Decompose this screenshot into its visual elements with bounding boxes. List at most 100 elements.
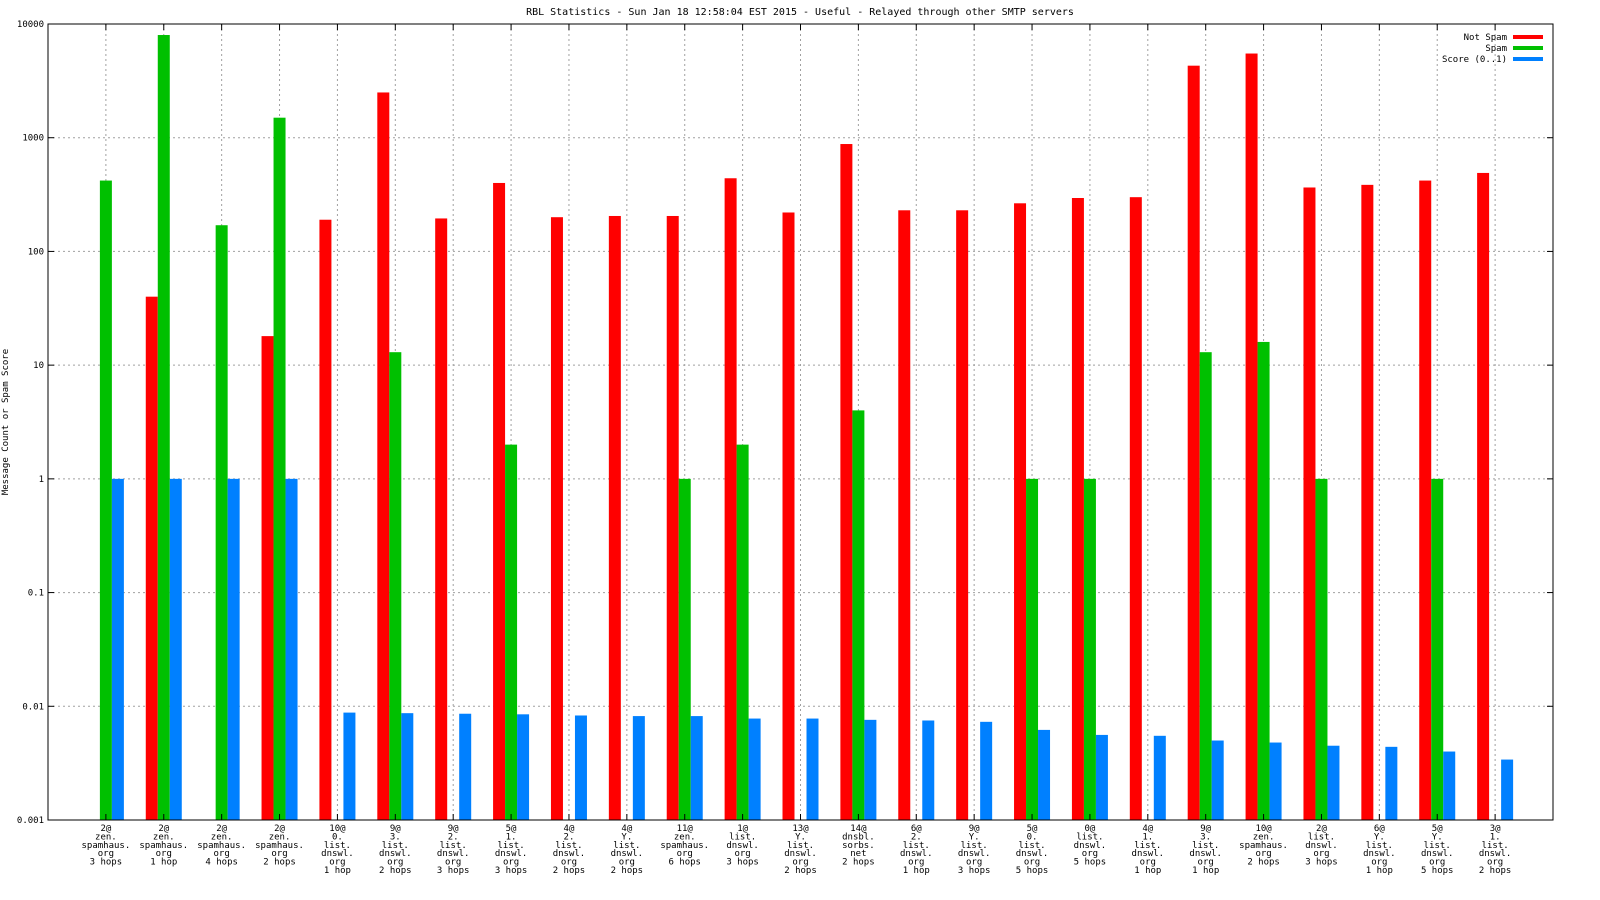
- x-tick-label-line: 3.: [1200, 832, 1211, 842]
- x-tick-label-line: 3.: [390, 832, 401, 842]
- x-tick-label-line: zen.: [674, 832, 696, 842]
- x-tick-label-line: 2 hops: [379, 866, 412, 876]
- x-tick-label-line: Y.: [621, 832, 632, 842]
- x-tick-label-line: list.: [903, 841, 930, 851]
- bar-spam: [678, 478, 691, 820]
- bar-not-spam: [435, 218, 448, 820]
- x-tick-label-line: list.: [324, 841, 351, 851]
- x-tick-label: 1@ list. dnswl. org 3 hops: [726, 824, 759, 868]
- x-tick-label-line: org: [214, 849, 230, 859]
- bar-score-0-1: [285, 478, 298, 820]
- x-tick-label: 10@ 0. list. dnswl. org 1 hop: [321, 824, 354, 876]
- x-tick-label-line: zen.: [153, 832, 175, 842]
- x-tick-label-line: spamhaus.: [139, 841, 188, 851]
- bar-spam: [505, 444, 518, 820]
- x-tick-label-line: dnswl.: [1132, 849, 1165, 859]
- bar-spam: [736, 444, 749, 820]
- x-tick-label-line: spamhaus.: [197, 841, 246, 851]
- bar-score-0-1: [1095, 734, 1108, 820]
- x-tick-label-line: 3 hops: [495, 866, 528, 876]
- x-tick-label-line: Y.: [969, 832, 980, 842]
- x-tick-label-line: 3 hops: [958, 866, 991, 876]
- x-tick-label-line: 1.: [506, 832, 517, 842]
- bar-spam: [852, 410, 865, 820]
- x-tick-label-line: list.: [613, 841, 640, 851]
- x-tick-label-line: dnswl.: [1421, 849, 1454, 859]
- x-tick-label-line: dnswl.: [553, 849, 586, 859]
- x-tick-label-line: dnswl.: [1016, 849, 1049, 859]
- bar-not-spam: [261, 336, 274, 820]
- x-tick-label-line: org: [1255, 849, 1271, 859]
- legend-label: Spam: [1485, 44, 1507, 54]
- bar-not-spam: [782, 212, 795, 820]
- x-tick-label-line: list.: [1308, 832, 1335, 842]
- x-tick-label-line: list.: [498, 841, 525, 851]
- x-tick-label: 2@ zen. spamhaus. org 3 hops: [81, 824, 130, 868]
- x-tick-label-line: list.: [1192, 841, 1219, 851]
- x-tick-label-line: org: [908, 858, 924, 868]
- x-tick-label: 5@ Y. list. dnswl. org 5 hops: [1421, 824, 1454, 876]
- x-tick-label: 14@ dnsbl. sorbs. net 2 hops: [842, 824, 875, 868]
- x-tick-label-line: org: [1082, 849, 1098, 859]
- x-tick-label-line: 5 hops: [1421, 866, 1454, 876]
- x-tick-label-line: list.: [440, 841, 467, 851]
- x-tick-label-line: dnswl.: [1189, 849, 1222, 859]
- bar-not-spam: [145, 296, 158, 820]
- y-tick-label: 0.1: [28, 589, 44, 599]
- x-tick-label-line: dnswl.: [1363, 849, 1396, 859]
- bar-not-spam: [608, 215, 621, 820]
- bar-score-0-1: [1501, 759, 1514, 820]
- bar-score-0-1: [343, 712, 356, 820]
- x-tick-label-line: 1 hop: [1366, 866, 1393, 876]
- bar-spam: [215, 225, 228, 820]
- bar-not-spam: [550, 217, 563, 821]
- x-tick-label-line: 2@: [158, 824, 169, 834]
- x-tick-label-line: org: [619, 858, 635, 868]
- x-tick-label-line: 1.: [1490, 832, 1501, 842]
- bar-score-0-1: [111, 478, 124, 820]
- x-tick-label-line: list.: [1424, 841, 1451, 851]
- bar-score-0-1: [690, 716, 703, 820]
- bar-not-spam: [898, 210, 911, 821]
- bar-not-spam: [1245, 53, 1258, 820]
- x-tick-label-line: dnswl.: [958, 849, 991, 859]
- x-tick-label: 6@ 2. list. dnswl. org 1 hop: [900, 824, 933, 876]
- x-tick-label-line: 4@: [621, 824, 632, 834]
- x-tick-label-line: org: [1198, 858, 1214, 868]
- x-tick-label-line: dnswl.: [437, 849, 470, 859]
- x-tick-label-line: 9@: [448, 824, 459, 834]
- x-tick-label-line: spamhaus.: [660, 841, 709, 851]
- y-tick-label: 1000: [22, 134, 44, 144]
- x-tick-label: 11@ zen. spamhaus. org 6 hops: [660, 824, 709, 868]
- x-tick-label-line: 3 hops: [1305, 858, 1338, 868]
- x-tick-label-line: 2.: [448, 832, 459, 842]
- grid: [48, 24, 1553, 820]
- x-tick-label-line: dnsbl.: [842, 832, 875, 842]
- bar-not-spam: [1303, 187, 1316, 820]
- x-tick-label-line: org: [503, 858, 519, 868]
- x-tick-label-line: 4 hops: [205, 858, 238, 868]
- x-tick-label-line: net: [850, 849, 866, 859]
- bar-not-spam: [377, 92, 390, 820]
- x-tick-label-line: 1 hop: [324, 866, 351, 876]
- x-tick-label: 6@ Y. list. dnswl. org 1 hop: [1363, 824, 1396, 876]
- x-tick-label-line: org: [271, 849, 287, 859]
- bar-score-0-1: [517, 714, 530, 820]
- x-tick-label-line: 1 hop: [903, 866, 930, 876]
- bar-score-0-1: [1327, 745, 1340, 820]
- bar-score-0-1: [459, 713, 472, 820]
- bar-spam: [157, 35, 170, 820]
- bar-not-spam: [1477, 172, 1490, 820]
- legend-swatch: [1513, 35, 1543, 39]
- x-tick-label-line: org: [561, 858, 577, 868]
- bar-score-0-1: [227, 478, 240, 820]
- x-tick-label-line: spamhaus.: [81, 841, 130, 851]
- legend-swatch: [1513, 46, 1543, 50]
- x-tick-label-line: list.: [382, 841, 409, 851]
- x-tick-label-line: zen.: [95, 832, 117, 842]
- x-tick-label-line: 11@: [677, 824, 694, 834]
- x-tick-label: 3@ 1. list. dnswl. org 2 hops: [1479, 824, 1512, 876]
- x-tick-label-line: dnswl.: [1479, 849, 1512, 859]
- x-tick-label-line: org: [1313, 849, 1329, 859]
- x-tick-label-line: org: [966, 858, 982, 868]
